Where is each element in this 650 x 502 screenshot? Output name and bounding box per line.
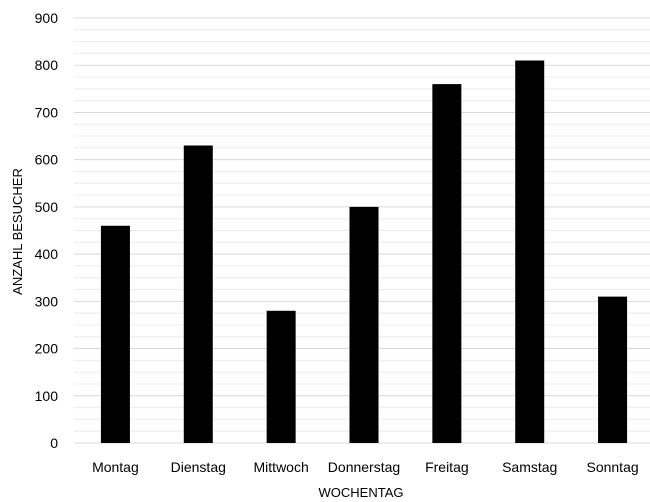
bar-freitag — [432, 84, 462, 443]
bars — [100, 60, 628, 443]
y-axis-title: ANZAHL BESUCHER — [10, 168, 25, 295]
bar-samstag — [515, 60, 545, 443]
x-tick-label: Donnerstag — [328, 459, 400, 475]
bar-donnerstag — [349, 206, 379, 443]
x-axis-tick-labels: Montag Dienstag Mittwoch Donnerstag Freitag S… — [92, 459, 639, 475]
x-axis-title: WOCHENTAG — [319, 485, 404, 500]
y-tick-label: 900 — [35, 10, 59, 26]
x-tick-label: Sonntag — [586, 459, 638, 475]
bar-mittwoch — [266, 310, 296, 443]
y-tick-label: 800 — [35, 57, 59, 73]
bar-dienstag — [183, 145, 213, 443]
y-tick-label: 0 — [50, 435, 58, 451]
y-tick-label: 500 — [35, 199, 59, 215]
y-tick-label: 100 — [35, 388, 59, 404]
x-tick-label: Samstag — [502, 459, 557, 475]
bar-montag — [100, 225, 130, 443]
x-tick-label: Dienstag — [171, 459, 226, 475]
y-tick-label: 600 — [35, 152, 59, 168]
y-tick-label: 400 — [35, 246, 59, 262]
y-tick-label: 700 — [35, 104, 59, 120]
x-tick-label: Mittwoch — [254, 459, 309, 475]
x-tick-label: Freitag — [425, 459, 469, 475]
x-tick-label: Montag — [92, 459, 139, 475]
y-tick-label: 300 — [35, 293, 59, 309]
y-tick-label: 200 — [35, 341, 59, 357]
bar-sonntag — [598, 296, 628, 443]
y-axis-tick-labels: 0 100 200 300 400 500 600 700 800 900 — [35, 10, 59, 451]
